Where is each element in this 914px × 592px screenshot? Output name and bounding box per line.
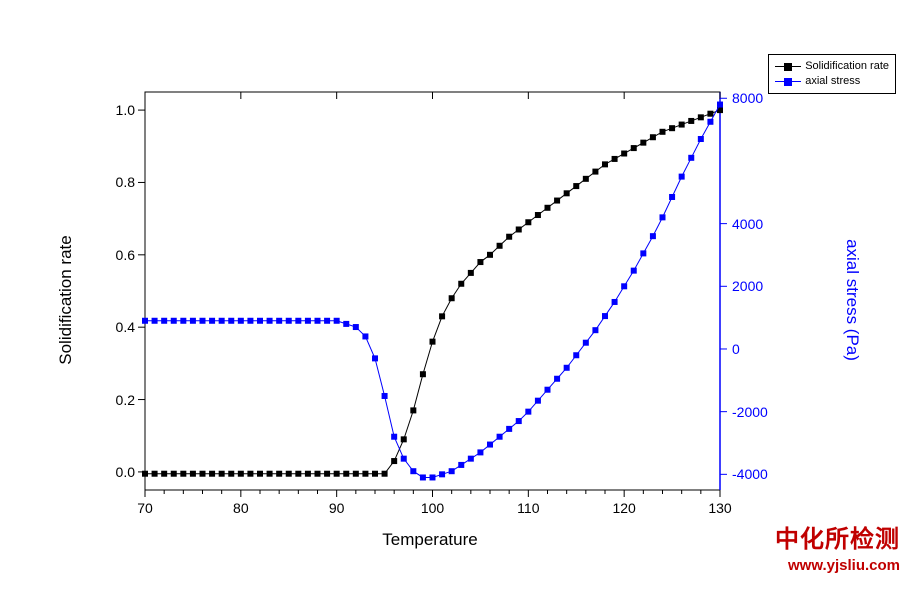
y-right-tick-label: -4000 xyxy=(732,466,768,482)
legend-label: Solidification rate xyxy=(805,59,889,74)
x-tick-label: 70 xyxy=(137,500,153,516)
y-right-tick-label: 0 xyxy=(732,341,740,357)
y-left-tick-label: 0.6 xyxy=(95,247,135,263)
y-right-tick-label: 4000 xyxy=(732,216,763,232)
x-tick-label: 80 xyxy=(233,500,249,516)
legend-item: Solidification rate xyxy=(775,59,889,74)
y-left-tick-label: 0.0 xyxy=(95,464,135,480)
y-left-tick-label: 0.2 xyxy=(95,392,135,408)
watermark-url-text: www.yjsliu.com xyxy=(788,557,900,574)
x-tick-label: 120 xyxy=(612,500,635,516)
x-tick-label: 90 xyxy=(329,500,345,516)
x-tick-label: 110 xyxy=(517,500,539,516)
y-left-axis-label: Solidification rate xyxy=(56,235,76,364)
x-tick-label: 100 xyxy=(421,500,444,516)
y-left-tick-label: 1.0 xyxy=(95,102,135,118)
y-left-tick-label: 0.8 xyxy=(95,174,135,190)
legend-swatch-icon xyxy=(775,77,801,87)
x-tick-label: 130 xyxy=(708,500,731,516)
legend-item: axial stress xyxy=(775,74,889,89)
y-right-axis-label: axial stress (Pa) xyxy=(842,239,862,361)
legend-swatch-icon xyxy=(775,62,801,72)
watermark-logo-text: 中化所检测 xyxy=(775,519,900,554)
y-left-tick-label: 0.4 xyxy=(95,319,135,335)
legend-label: axial stress xyxy=(805,74,860,89)
legend: Solidification rate axial stress xyxy=(768,54,896,94)
y-right-tick-label: 8000 xyxy=(732,90,763,106)
chart-container: Solidification rate axial stress (Pa) Te… xyxy=(0,0,914,592)
y-right-tick-label: 2000 xyxy=(732,278,763,294)
x-axis-label: Temperature xyxy=(382,530,477,550)
y-right-tick-label: -2000 xyxy=(732,404,768,420)
